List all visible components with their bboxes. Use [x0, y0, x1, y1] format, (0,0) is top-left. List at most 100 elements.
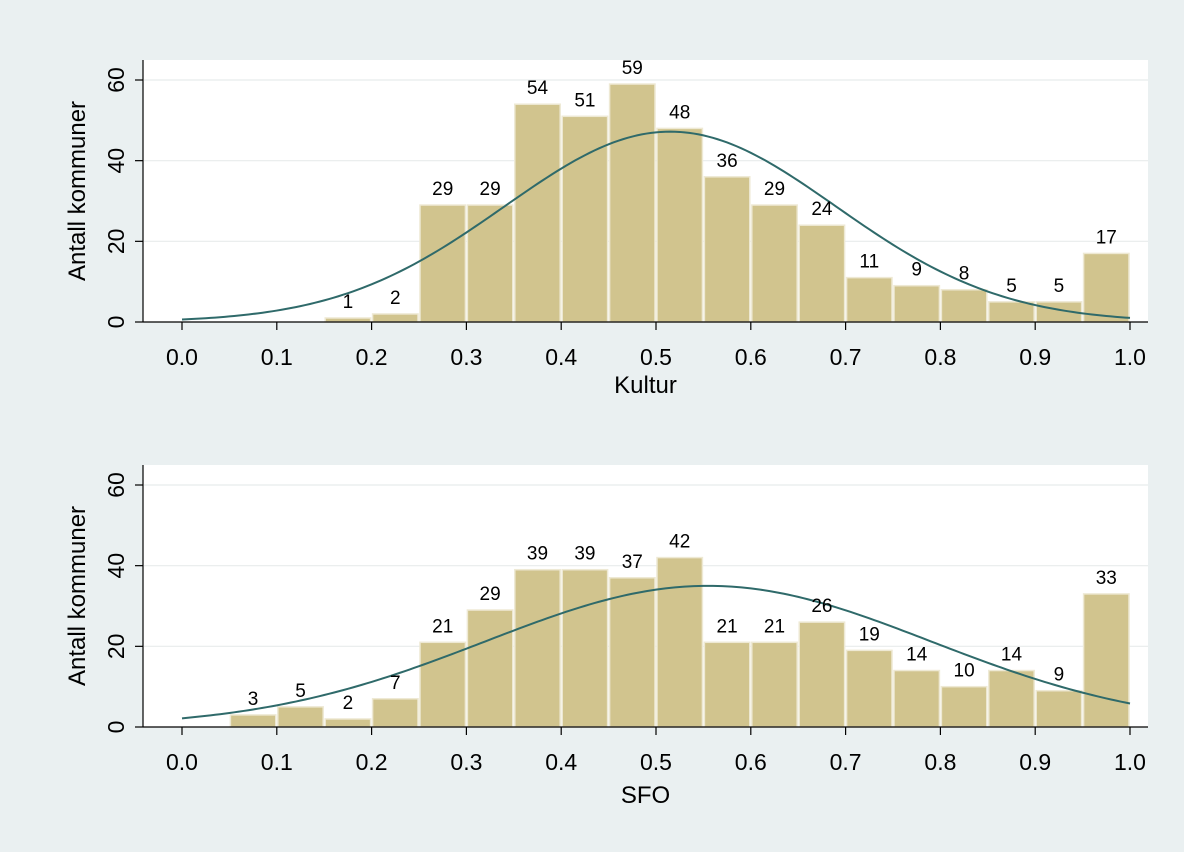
bar-value-label: 29	[432, 179, 453, 200]
bar-value-label: 29	[480, 584, 501, 605]
histogram-bar	[608, 83, 656, 323]
histogram-bar	[608, 577, 656, 728]
bar-value-label: 19	[859, 624, 880, 645]
bar-value-label: 51	[574, 90, 595, 111]
histogram-bar	[561, 115, 609, 323]
histogram-bar	[514, 103, 561, 323]
histogram-bar	[419, 641, 467, 728]
x-tick-label: 0.1	[261, 344, 293, 370]
x-tick-label: 0.9	[1019, 749, 1051, 775]
histogram-bar	[893, 284, 941, 323]
bar-value-label: 37	[622, 552, 643, 573]
y-tick-label: 0	[103, 316, 129, 329]
histogram-bar	[798, 621, 846, 728]
x-tick-label: 0.8	[924, 344, 956, 370]
y-tick-label: 60	[103, 472, 129, 498]
x-tick-label: 0.6	[735, 749, 767, 775]
x-tick-label: 0.3	[450, 749, 482, 775]
bar-value-label: 14	[1001, 645, 1023, 666]
bar-value-label: 3	[248, 689, 259, 710]
histogram-bar	[514, 568, 561, 728]
y-tick-label: 60	[103, 67, 129, 93]
bars	[324, 83, 1130, 323]
histogram-bar	[798, 224, 846, 323]
bar-value-label: 9	[1054, 665, 1065, 686]
bar-value-label: 39	[574, 544, 595, 565]
y-axis-title: Antall kommuner	[64, 101, 91, 281]
bars	[229, 556, 1130, 728]
x-tick-label: 0.3	[450, 344, 482, 370]
histogram-bar	[419, 204, 467, 323]
bar-value-label: 59	[622, 58, 643, 79]
histogram-bar	[751, 204, 798, 323]
histogram-bar	[466, 204, 514, 323]
x-tick-label: 0.0	[166, 749, 198, 775]
bar-value-label: 26	[811, 596, 832, 617]
histogram-bar	[466, 609, 514, 728]
x-tick-label: 0.1	[261, 749, 293, 775]
histogram-bar	[229, 714, 277, 728]
normal-curve	[181, 584, 1131, 720]
y-tick-label: 20	[103, 229, 129, 255]
x-tick-label: 0.4	[545, 749, 577, 775]
histogram-bar	[371, 313, 419, 323]
histogram-bar	[277, 706, 324, 728]
histogram-bar	[845, 276, 893, 323]
bar-value-label: 11	[859, 252, 879, 273]
bar-value-label: 42	[669, 532, 690, 553]
x-tick-label: 0.9	[1019, 344, 1051, 370]
y-tick-label: 20	[103, 634, 129, 660]
histogram-bar	[845, 649, 893, 728]
y-tick-label: 40	[103, 553, 129, 579]
histogram-bar	[940, 288, 988, 323]
histogram-bar	[751, 641, 798, 728]
bar-labels: 3 5 2 7 21 29 39 39 37 42 21 21 26 19 14 10 14 9 33	[248, 532, 1117, 714]
bar-value-label: 9	[911, 260, 922, 281]
bar-value-label: 17	[1096, 227, 1117, 248]
y-ticks: 0 20 40 60	[103, 67, 143, 328]
x-tick-label: 1.0	[1114, 749, 1146, 775]
bar-value-label: 2	[343, 693, 354, 714]
x-tick-label: 0.2	[356, 749, 388, 775]
y-ticks: 0 20 40 60	[103, 472, 143, 733]
bar-value-label: 5	[1006, 276, 1017, 297]
y-tick-label: 0	[103, 721, 129, 734]
histogram-bar	[324, 317, 372, 323]
bar-labels: 1 2 29 29 54 51 59 48 36 29 24 11 9 8 5 5 17	[343, 58, 1117, 313]
histogram-bar	[893, 669, 941, 728]
x-tick-label: 0.7	[830, 344, 862, 370]
histogram-bar	[561, 568, 609, 728]
bar-value-label: 29	[764, 179, 785, 200]
x-tick-label: 0.5	[640, 344, 672, 370]
panel-kultur: 1 2 29 29 54 51 59 48 36 29 24 11 9 8 5 5 17 0 20 40 60 0.0…	[64, 58, 1148, 399]
bar-value-label: 48	[669, 102, 690, 123]
bar-value-label: 33	[1096, 568, 1117, 589]
y-axis-title: Antall kommuner	[64, 506, 91, 686]
bar-value-label: 5	[295, 681, 306, 702]
normal-curve	[181, 130, 1131, 321]
bar-value-label: 36	[717, 151, 738, 172]
bar-value-label: 1	[343, 292, 354, 313]
bar-value-label: 24	[811, 199, 833, 220]
histogram-bar	[1082, 593, 1130, 728]
histogram-bar	[1035, 689, 1083, 728]
x-axis-title: Kultur	[614, 372, 677, 399]
x-tick-label: 0.2	[356, 344, 388, 370]
bar-value-label: 21	[432, 616, 453, 637]
bar-value-label: 39	[527, 544, 548, 565]
x-tick-label: 0.5	[640, 749, 672, 775]
histogram-bar	[703, 641, 751, 728]
x-axis-title: SFO	[621, 782, 670, 809]
bar-value-label: 54	[527, 78, 549, 99]
bar-value-label: 2	[390, 288, 401, 309]
y-tick-label: 40	[103, 148, 129, 174]
bar-value-label: 5	[1054, 276, 1065, 297]
histogram-bar	[656, 556, 704, 728]
histogram-bar	[324, 718, 372, 728]
bar-value-label: 21	[717, 616, 738, 637]
bar-value-label: 8	[959, 264, 970, 285]
x-tick-label: 1.0	[1114, 344, 1146, 370]
panel-sfo: 3 5 2 7 21 29 39 39 37 42 21 21 26 19 14 10 14 9 33 0 20 40 6…	[64, 465, 1148, 809]
histogram-bar	[940, 685, 988, 728]
